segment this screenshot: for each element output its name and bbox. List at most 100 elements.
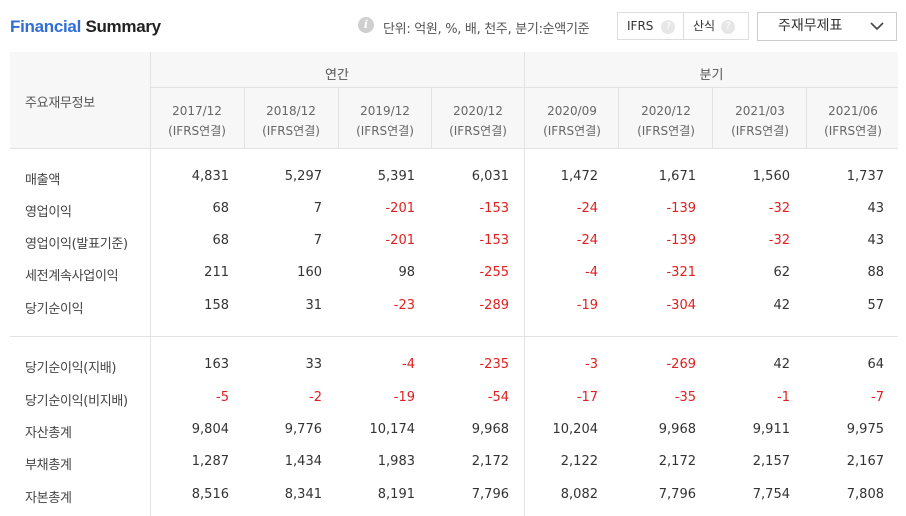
table-cell: 2,172 [658,454,696,469]
table-cell: -24 [576,233,598,248]
table-cell: 43 [867,201,884,216]
table-cell: 8,082 [560,487,598,502]
row-label: 당기순이익(비지배) [25,394,128,409]
column-header: 2020/09 (IFRS연결) [526,101,618,141]
group-annual: 연간 [325,68,349,83]
column-divider [431,88,432,148]
row-label: 세전계속사업이익 [25,269,119,284]
help-icon[interactable]: ? [721,20,736,34]
table-cell: 9,968 [471,422,509,437]
table-cell: 1,671 [658,169,696,184]
table-cell: -24 [576,201,598,216]
column-divider [338,88,339,148]
help-icon[interactable]: ? [661,20,676,34]
column-period: 2018/12 [266,104,316,118]
table-cell: -235 [479,357,509,372]
table-cell: 1,737 [846,169,884,184]
column-divider [618,88,619,148]
unit-text: 단위: 억원, %, 배, 천주, 분기:순액기준 [383,22,590,37]
summary-header: Financial Summary i 단위: 억원, %, 배, 천주, 분기… [0,0,906,52]
column-divider [244,88,245,148]
table-cell: -2 [309,390,322,405]
column-basis: (IFRS연결) [356,124,414,138]
column-header: 2018/12 (IFRS연결) [245,101,337,141]
column-basis: (IFRS연결) [543,124,601,138]
table-cell: 9,776 [284,422,322,437]
column-header: 2019/12 (IFRS연결) [339,101,431,141]
table-cell: -17 [576,390,598,405]
table-cell: -19 [393,390,415,405]
column-header: 2020/12 (IFRS연결) [432,101,524,141]
table-cell: 8,191 [377,487,415,502]
column-period: 2021/06 [828,104,878,118]
table-cell: -289 [479,298,509,313]
column-period: 2017/12 [172,104,222,118]
column-divider [806,88,807,148]
table-cell: 7 [313,201,322,216]
table-cell: 42 [773,357,790,372]
table-cell: 64 [867,357,884,372]
table-cell: 1,434 [284,454,322,469]
column-basis: (IFRS연결) [168,124,226,138]
info-icon[interactable]: i [358,17,374,33]
table-cell: 7,796 [658,487,696,502]
column-basis: (IFRS연결) [824,124,882,138]
formula-option[interactable]: 산식? [693,13,736,39]
table-cell: 158 [204,298,229,313]
table-cell: -1 [777,390,790,405]
table-cell: 68 [212,233,229,248]
table-cell: 7,808 [846,487,884,502]
label-column-divider [150,52,151,516]
table-cell: 2,172 [471,454,509,469]
table-cell: 98 [398,265,415,280]
table-cell: 5,297 [284,169,322,184]
financial-summary-table: 주요재무정보 연간 분기 2017/12 (IFRS연결) 2018/12 (IFRS연결)… [10,52,898,516]
table-cell: 2,157 [752,454,790,469]
row-label: 매출액 [25,173,60,188]
table-cell: 62 [773,265,790,280]
table-cell: 2,122 [560,454,598,469]
chevron-down-icon [870,22,884,31]
dropdown-label: 주재무제표 [778,18,843,34]
table-cell: -139 [666,233,696,248]
table-cell: 68 [212,201,229,216]
row-label: 자본총계 [25,491,72,506]
table-cell: -5 [216,390,229,405]
column-header: 2021/03 (IFRS연결) [714,101,806,141]
row-label: 당기순이익 [25,302,84,317]
row-label: 부채총계 [25,458,72,473]
table-cell: 5,391 [377,169,415,184]
ifrs-option[interactable]: IFRS? [627,13,676,39]
table-cell: 1,983 [377,454,415,469]
column-divider [712,88,713,148]
table-cell: 8,341 [284,487,322,502]
table-cell: 33 [305,357,322,372]
table-cell: 160 [297,265,322,280]
table-cell: 7 [313,233,322,248]
toggle-divider [683,13,684,39]
statement-type-dropdown[interactable]: 주재무제표 [757,12,897,41]
column-basis: (IFRS연결) [731,124,789,138]
table-cell: 7,796 [471,487,509,502]
table-cell: 1,287 [191,454,229,469]
row-label: 영업이익 [25,205,72,220]
row-label: 당기순이익(지배) [25,361,117,376]
title-financial: Financial [10,17,81,36]
table-cell: -321 [666,265,696,280]
table-cell: -19 [576,298,598,313]
table-cell: -7 [871,390,884,405]
column-header: 2017/12 (IFRS연결) [151,101,243,141]
column-period: 2019/12 [360,104,410,118]
table-cell: -255 [479,265,509,280]
table-cell: -4 [402,357,415,372]
table-cell: 8,516 [191,487,229,502]
column-period: 2021/03 [735,104,785,118]
table-cell: -54 [487,390,509,405]
table-cell: 43 [867,233,884,248]
table-cell: -153 [479,233,509,248]
table-cell: -4 [585,265,598,280]
row-label: 자산총계 [25,426,72,441]
table-cell: 9,968 [658,422,696,437]
table-cell: 57 [867,298,884,313]
section-divider [10,336,898,337]
